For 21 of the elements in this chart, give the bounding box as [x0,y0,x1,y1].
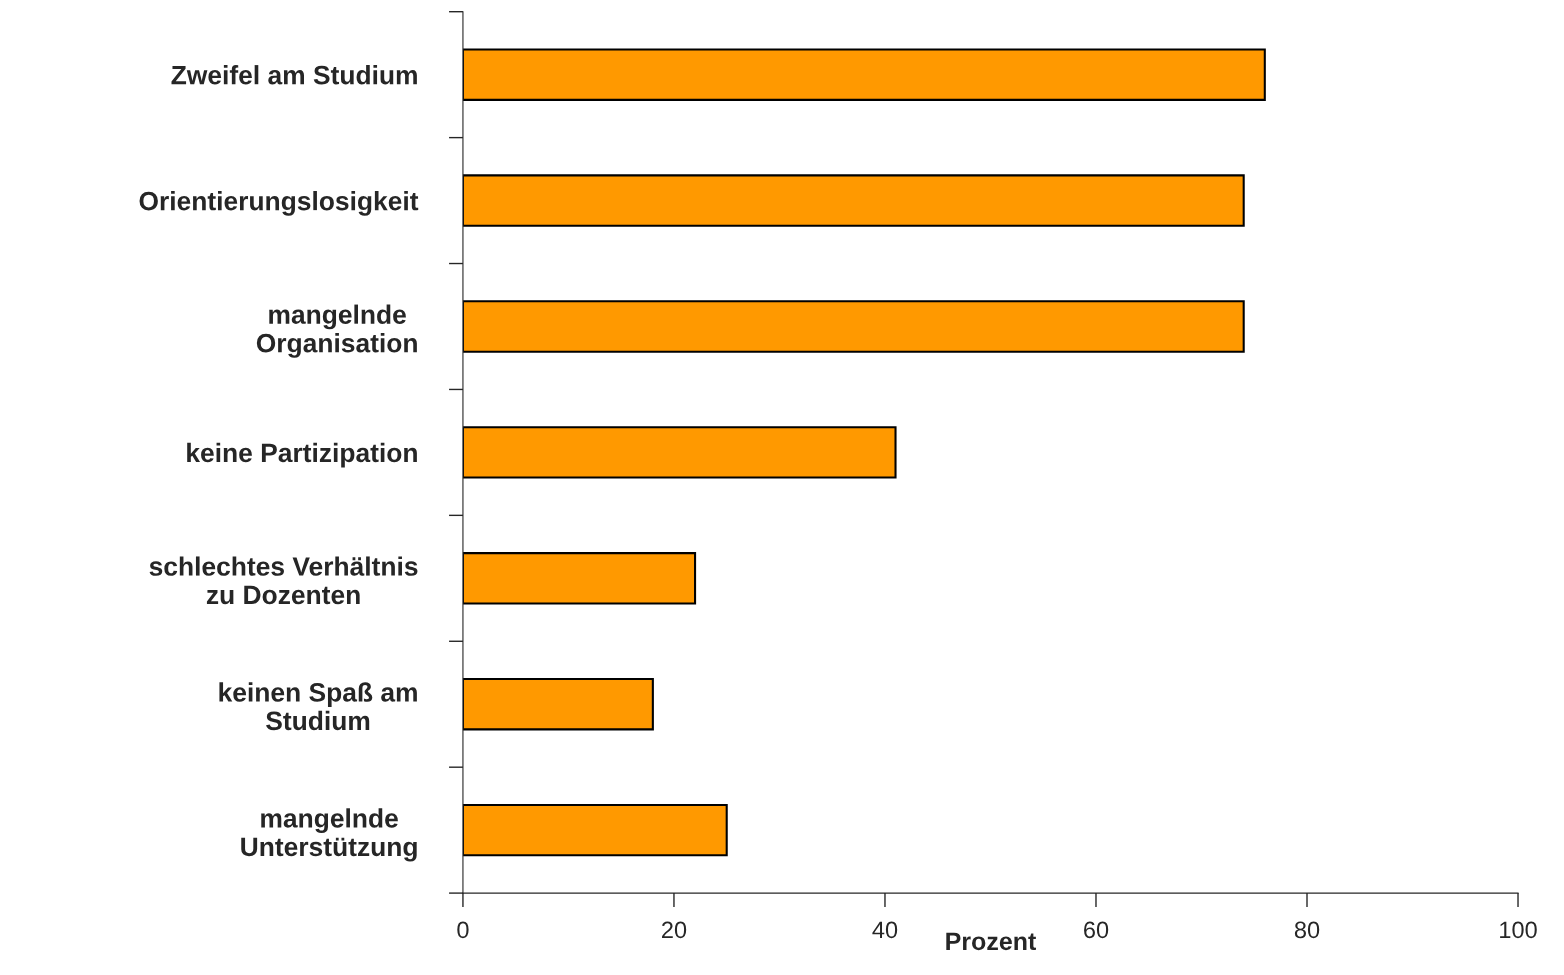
x-tick-label: 60 [1084,921,1109,939]
y-tick-label: keine Partizipation [187,442,417,468]
bar [462,678,654,731]
bar [462,803,728,857]
x-tick-label: 100 [1500,921,1537,939]
x-axis-title: Prozent [946,932,1037,951]
x-tick-label: 0 [457,921,469,939]
y-tick-label: keinen Spaß am Studium [219,682,417,731]
y-tick-label: Zweifel am Studium [171,65,417,85]
y-tick-label: mangelnde Organisation [256,304,417,358]
bar [462,48,1266,101]
y-tick-label: schlechtes Verhältnis zu Dozenten [149,556,418,605]
x-tick-label: 80 [1294,921,1320,939]
x-tick-label: 40 [872,921,898,939]
bar [462,426,897,479]
y-tick-label: Orientierungslosigkeit [139,191,419,216]
x-tick-label: 20 [662,921,687,939]
bar [462,300,1245,353]
y-tick-label: mangelnde Unterstützung [241,808,417,862]
bar [462,174,1245,227]
bar [462,552,697,605]
